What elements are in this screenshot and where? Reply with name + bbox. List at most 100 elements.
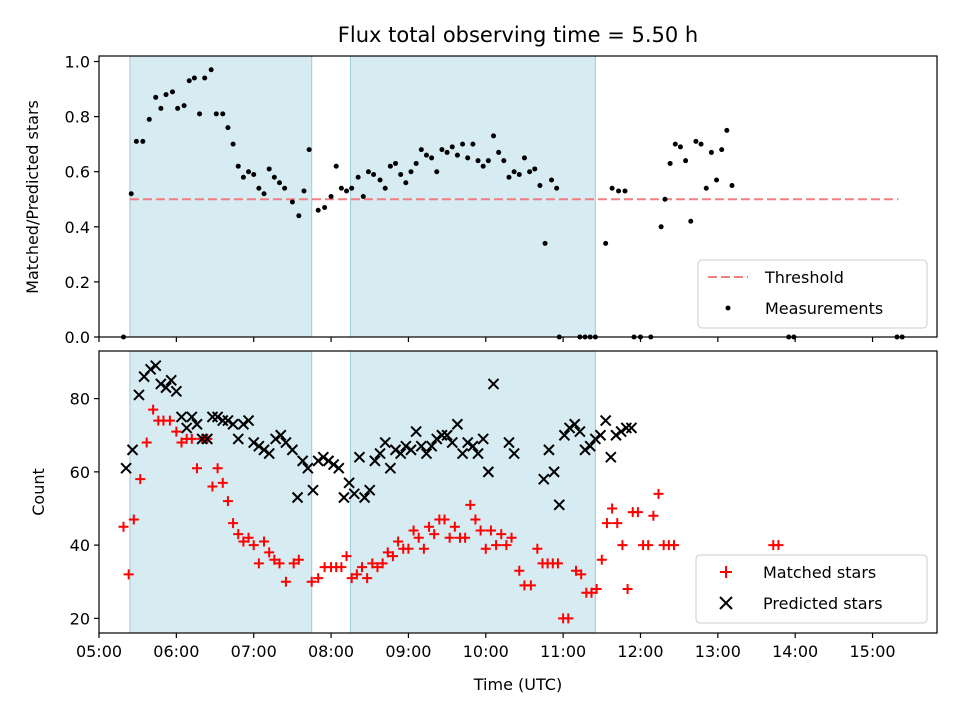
matched-star-point xyxy=(128,514,139,525)
predicted-star-point xyxy=(307,484,319,496)
predicted-star-point xyxy=(201,433,214,445)
matched-star-point xyxy=(532,543,543,554)
matched-star-point xyxy=(264,547,275,558)
measurement-point xyxy=(301,188,307,194)
matched-star-point xyxy=(424,521,435,532)
matched-star-point xyxy=(217,477,228,488)
measurement-point xyxy=(485,158,491,164)
matched-star-point xyxy=(228,518,239,529)
predicted-star-point xyxy=(253,440,265,452)
predicted-star-point xyxy=(227,418,239,430)
bottom-plot-marks xyxy=(118,359,784,624)
predicted-star-point xyxy=(436,429,448,441)
measurement-point xyxy=(266,166,272,172)
measurement-point xyxy=(444,149,450,155)
measurement-point xyxy=(501,158,507,164)
measurement-point xyxy=(296,213,302,219)
legend-label: Measurements xyxy=(765,299,883,318)
measurement-point xyxy=(333,163,339,169)
measurement-point xyxy=(532,166,538,172)
predicted-star-point xyxy=(206,411,219,423)
predicted-star-point xyxy=(405,444,417,456)
predicted-star-point xyxy=(543,444,555,456)
predicted-star-point xyxy=(217,414,229,427)
matched-star-point xyxy=(586,587,597,598)
measurement-point xyxy=(683,158,689,164)
measurement-point xyxy=(382,185,388,191)
predicted-star-point xyxy=(374,447,386,460)
measurement-point xyxy=(235,163,241,169)
matched-star-point xyxy=(288,558,299,569)
shaded-interval-1 xyxy=(349,350,596,634)
measurement-point xyxy=(496,149,502,155)
x-tick-label: 15:00 xyxy=(849,642,895,661)
measurement-point xyxy=(371,171,377,177)
matched-star-point xyxy=(313,573,324,584)
measurement-point xyxy=(719,147,725,153)
predicted-star-point xyxy=(625,422,638,434)
predicted-star-point xyxy=(394,447,407,460)
bottom-x-ticks: 05:00 06:00 07:00 08:00 09:00 10:00 11:00 12:00… xyxy=(76,633,896,661)
predicted-star-point xyxy=(472,447,484,460)
x-tick-label: 08:00 xyxy=(308,642,354,661)
measurement-point xyxy=(465,155,471,161)
matched-star-point xyxy=(243,532,254,543)
predicted-star-point xyxy=(441,429,453,441)
matched-star-point xyxy=(418,543,429,554)
measurement-point xyxy=(197,111,203,117)
predicted-star-point xyxy=(364,484,376,496)
predicted-star-point xyxy=(258,444,270,456)
matched-star-point xyxy=(233,529,244,540)
measurement-point xyxy=(398,171,404,177)
top-legend-box xyxy=(697,259,928,329)
predicted-star-point xyxy=(348,488,360,500)
predicted-star-point xyxy=(144,363,157,376)
predicted-star-point xyxy=(222,414,234,427)
measurement-point xyxy=(549,177,555,183)
measurement-point xyxy=(191,75,197,81)
bottom-y-axis-label: Count xyxy=(29,468,48,516)
matched-star-point xyxy=(164,415,175,426)
measurement-point xyxy=(181,103,187,109)
measurement-point xyxy=(662,196,668,202)
predicted-star-point xyxy=(431,433,443,445)
measurement-point xyxy=(413,160,419,166)
x-tick-label: 10:00 xyxy=(463,642,509,661)
matched-star-point xyxy=(525,580,536,591)
measurement-point xyxy=(439,147,445,153)
matched-star-point xyxy=(141,437,152,448)
predicted-star-point xyxy=(558,429,571,441)
measurement-point xyxy=(271,174,277,180)
top-y-axis-label: Matched/Predicted stars xyxy=(23,100,42,294)
matched-star-point xyxy=(171,426,182,437)
predicted-star-point xyxy=(425,440,438,452)
predicted-star-point xyxy=(133,389,145,401)
predicted-star-point xyxy=(620,422,633,434)
matched-star-point xyxy=(238,536,249,547)
measurement-point xyxy=(146,116,152,122)
measurement-point xyxy=(470,141,476,147)
predicted-star-point xyxy=(369,455,381,467)
measurement-point xyxy=(724,127,730,133)
measurement-point xyxy=(365,169,371,175)
predicted-star-point xyxy=(333,462,345,474)
predicted-star-point xyxy=(462,436,474,449)
matched-star-point xyxy=(607,503,618,514)
predicted-star-point xyxy=(275,429,287,441)
matched-star-point xyxy=(222,496,233,507)
matched-star-point xyxy=(408,525,419,536)
matched-star-point xyxy=(439,514,450,525)
measurement-point xyxy=(251,171,257,177)
matched-star-point xyxy=(612,518,623,529)
matched-star-point xyxy=(123,569,134,580)
measurement-point xyxy=(322,205,328,211)
predicted-star-point xyxy=(389,444,402,456)
matched-star-point xyxy=(460,532,471,543)
x-tick-label: 06:00 xyxy=(153,642,199,661)
matched-star-point xyxy=(306,576,317,587)
predicted-star-point xyxy=(302,462,314,474)
top-x-ticks xyxy=(98,337,874,342)
measurement-point xyxy=(622,188,628,194)
y-tick-label: 0.4 xyxy=(65,218,90,237)
legend-predicted-swatch xyxy=(719,596,733,610)
